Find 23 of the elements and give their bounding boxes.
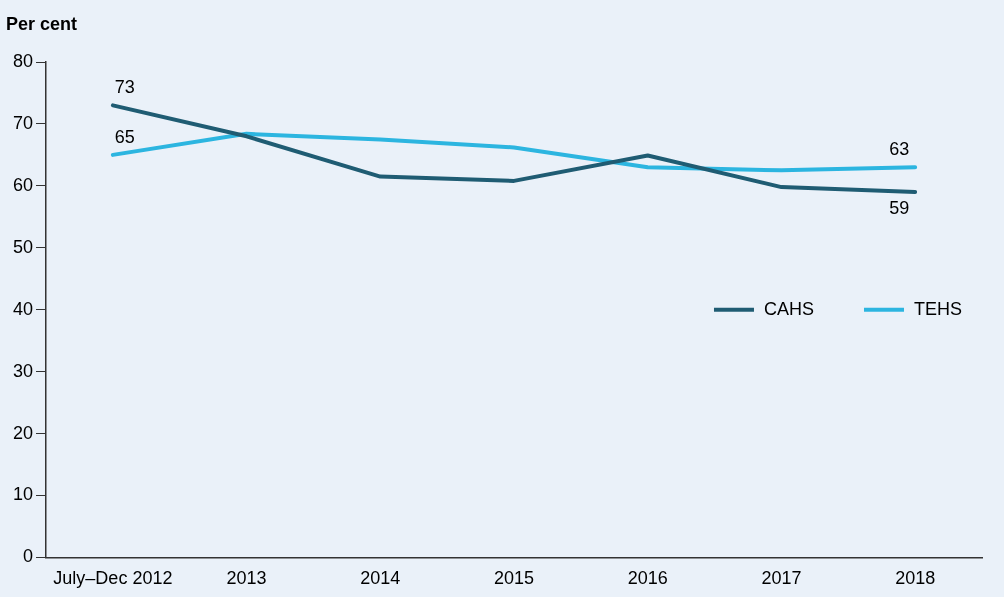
y-axis-title: Per cent	[6, 14, 78, 34]
legend-label: TEHS	[913, 298, 963, 319]
data-label: 63	[889, 139, 910, 160]
y-tick-label: 70	[12, 112, 34, 133]
data-label: 73	[114, 77, 135, 98]
x-tick-label: 2014	[360, 568, 401, 589]
x-tick-label: 2016	[627, 568, 668, 589]
y-tick-label: 20	[12, 422, 34, 443]
x-tick-label: 2013	[226, 568, 267, 589]
x-tick-label: 2017	[761, 568, 802, 589]
y-tick-label: 60	[12, 174, 34, 195]
data-label: 65	[114, 126, 135, 147]
x-tick-label: 2018	[895, 568, 936, 589]
y-tick-label: 40	[12, 298, 34, 319]
y-tick-label: 30	[12, 360, 34, 381]
y-tick-label: 0	[23, 546, 34, 567]
y-tick-label: 50	[12, 236, 34, 257]
x-tick-label: 2015	[493, 568, 535, 589]
data-label: 59	[889, 198, 910, 219]
y-tick-label: 80	[12, 50, 34, 71]
x-tick-label: July–Dec 2012	[53, 568, 173, 589]
legend-label: CAHS	[763, 298, 814, 319]
y-tick-label: 10	[12, 484, 34, 505]
